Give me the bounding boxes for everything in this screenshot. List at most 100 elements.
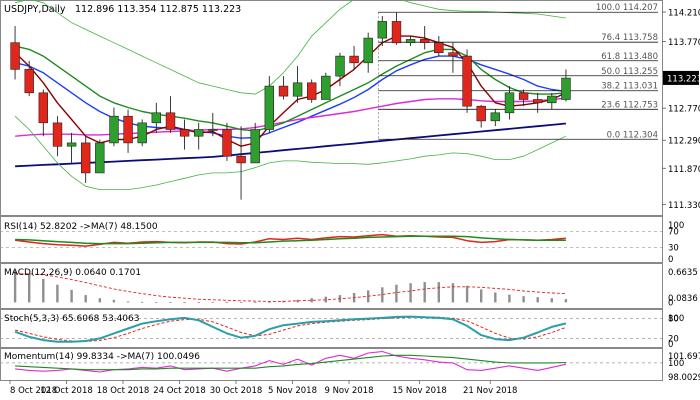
momentum-title: Momentum(14) 99.8334 ->MA(7) 100.0496 — [4, 352, 200, 362]
price-tick-label: 111.870 — [668, 165, 700, 175]
current-price-tag — [663, 70, 699, 85]
bear-candle — [278, 85, 289, 97]
current-price-label: 113.223 — [667, 74, 700, 84]
macd-histogram-bar — [13, 270, 17, 303]
bear-candle — [81, 142, 91, 174]
indicator-tick-label: 0 — [668, 298, 673, 308]
fib-level-label: 0.0 112.304 — [607, 130, 658, 140]
bull-candle — [377, 21, 387, 39]
bear-candle — [222, 129, 232, 157]
price-tick-label: 111.330 — [668, 201, 700, 211]
bull-candle — [335, 55, 345, 77]
bull-candle — [363, 37, 373, 64]
macd-histogram-bar — [494, 292, 497, 303]
price-tick-label: 112.290 — [668, 137, 700, 147]
indicator-tick-label: 70 — [668, 227, 679, 237]
bear-candle — [123, 115, 133, 144]
bull-candle — [151, 112, 161, 124]
stoch-title: Stoch(5,3,3) 65.6068 53.4063 — [4, 314, 139, 324]
bull-candle — [250, 129, 260, 164]
date-tick-label: 12 Oct 2018 — [40, 386, 93, 396]
series-ma-green — [14, 45, 566, 132]
series-ma-blue — [14, 55, 566, 139]
date-tick-label: 9 Nov 2018 — [324, 386, 373, 396]
fib-level-label: 61.8 113.480 — [601, 52, 658, 62]
macd-histogram-bar — [141, 301, 144, 303]
bear-candle — [52, 122, 63, 147]
date-tick-label: 24 Oct 2018 — [153, 386, 206, 396]
macd-histogram-bar — [522, 296, 525, 303]
bull-candle — [66, 142, 77, 147]
bear-candle — [532, 99, 543, 104]
macd-histogram-bar — [225, 302, 229, 303]
date-tick-label: 8 Oct 2018 — [10, 386, 57, 396]
bear-candle — [179, 129, 190, 137]
indicator-tick-label: 0.0836 — [668, 294, 698, 304]
macd-histogram-bar — [381, 287, 384, 303]
bull-candle — [95, 142, 105, 174]
indicator-tick-label: 98.0029 — [668, 373, 700, 383]
stoch-signal-line — [14, 316, 567, 342]
momentum-series-line — [15, 350, 567, 373]
bear-candle — [448, 52, 458, 57]
macd-histogram-bar — [70, 289, 73, 303]
macd-histogram-bar — [310, 298, 313, 303]
panel-frames — [0, 0, 663, 381]
indicator-tick-label: 30 — [668, 244, 679, 254]
bull-candle — [292, 82, 303, 97]
indicator-tick-label: 0 — [668, 340, 673, 350]
bear-candle — [306, 82, 317, 100]
macd-histogram-bar — [254, 302, 257, 303]
bull-candle — [490, 112, 500, 122]
bull-candle — [321, 75, 331, 100]
bull-candle — [109, 115, 119, 144]
price-tick-label: 113.770 — [668, 38, 700, 48]
macd-histogram-bar — [395, 284, 398, 303]
bull-candle — [137, 122, 147, 144]
bear-candle — [391, 21, 402, 44]
macd-histogram-bar — [98, 298, 101, 303]
fib-level-label: 100.0 114.207 — [596, 3, 658, 13]
macd-histogram-bar — [536, 297, 539, 303]
bull-candle — [264, 85, 274, 130]
bear-candle — [236, 155, 246, 164]
bull-candle — [208, 129, 218, 131]
macd-histogram-bar — [197, 302, 200, 303]
price-panel: 100.0 114.207 76.4 113.758 61.8 113.480 50.… — [10, 0, 700, 211]
bear-candle — [476, 105, 486, 122]
macd-histogram-bar — [42, 279, 45, 303]
fib-level-label: 50.0 113.255 — [601, 67, 658, 77]
price-tick-label: 114.210 — [668, 9, 700, 19]
indicator-tick-label: 0 — [668, 255, 673, 265]
indicator-tick-label: 100 — [668, 221, 684, 231]
date-tick-label: 18 Oct 2018 — [97, 386, 150, 396]
bull-candle — [547, 95, 557, 104]
bear-candle — [518, 92, 529, 100]
bear-candle — [165, 112, 176, 130]
bull-candle — [561, 77, 571, 100]
series-bollinger-upper — [15, 0, 566, 95]
date-tick-label: 15 Nov 2018 — [392, 386, 446, 396]
macd-histogram-bar — [183, 302, 186, 303]
series-ma-long — [15, 122, 566, 168]
bull-candle — [504, 92, 515, 114]
macd-histogram-bar — [508, 294, 511, 303]
rsi-title: RSI(14) 52.8202 ->MA(7) 48.1500 — [4, 222, 158, 232]
chart-ohlc-values: 112.896 113.354 112.875 113.223 — [75, 4, 241, 15]
macd-histogram-bar — [550, 298, 553, 303]
macd-histogram-bar — [296, 299, 299, 303]
macd-histogram-bar — [126, 301, 130, 303]
bull-candle — [405, 39, 416, 44]
series-ma-darkred — [14, 35, 567, 147]
macd-histogram-bar — [437, 282, 440, 303]
macd-histogram-bar — [28, 273, 31, 303]
macd-histogram-bar — [211, 302, 214, 303]
series-bollinger-lower — [14, 115, 567, 191]
indicator-tick-label: 20 — [668, 334, 679, 344]
rsi-series-line — [15, 235, 566, 245]
macd-histogram-bar — [169, 302, 172, 303]
